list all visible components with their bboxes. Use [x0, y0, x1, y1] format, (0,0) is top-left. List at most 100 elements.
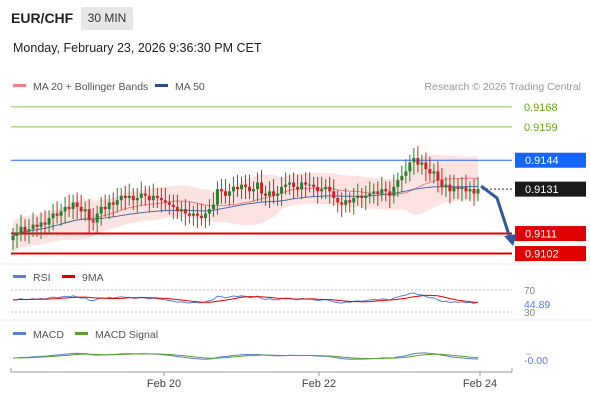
- rsi-value-label: 44.89: [524, 299, 550, 311]
- candle-body: [143, 193, 147, 196]
- candle-body: [288, 182, 292, 185]
- macd-signal-legend-swatch: [75, 332, 88, 335]
- candle-body: [452, 186, 456, 192]
- candle-body: [211, 204, 215, 210]
- candle-body: [296, 186, 300, 190]
- candle-body: [444, 184, 448, 187]
- candle-body: [356, 195, 360, 198]
- candle-body: [292, 182, 296, 187]
- candle-body: [83, 209, 87, 212]
- candle-body: [328, 186, 332, 192]
- candle-body: [59, 211, 63, 216]
- candle-body: [456, 186, 460, 190]
- candle-body: [244, 184, 247, 187]
- candle-body: [175, 206, 179, 212]
- candle-body: [476, 189, 480, 194]
- candle-body: [300, 182, 304, 190]
- candle-body: [416, 158, 420, 165]
- candle-body: [87, 209, 91, 221]
- candle-body: [308, 184, 312, 186]
- candle-body: [268, 191, 272, 196]
- candle-body: [352, 198, 356, 203]
- macd-legend-label: MACD: [33, 329, 64, 341]
- candle-body: [103, 206, 107, 210]
- candle-body: [219, 189, 223, 192]
- candle-body: [372, 191, 376, 194]
- candle-body: [460, 186, 464, 190]
- candle-body: [428, 169, 432, 174]
- candle-body: [336, 198, 340, 203]
- candles: [11, 145, 480, 251]
- candle-body: [215, 189, 219, 205]
- candle-body: [284, 184, 288, 187]
- candle-body: [207, 209, 211, 214]
- candle-body: [436, 171, 440, 181]
- candle-body: [464, 186, 468, 192]
- candle-body: [147, 195, 151, 201]
- candle-body: [79, 206, 83, 212]
- candle-body: [432, 171, 436, 174]
- candle-body: [39, 222, 43, 227]
- candle-body: [203, 213, 207, 218]
- support-label-bg-5: [515, 246, 586, 262]
- candle-body: [187, 213, 191, 216]
- candle-body: [191, 213, 195, 216]
- candle-body: [448, 184, 452, 192]
- candle-body: [47, 218, 51, 225]
- candle-body: [227, 191, 231, 196]
- x-tick-label: Feb 22: [302, 378, 336, 390]
- rsi-ma-legend-swatch: [62, 275, 75, 278]
- candle-body: [27, 229, 31, 232]
- candle-body: [19, 226, 23, 234]
- candle-body: [348, 200, 352, 203]
- candle-body: [231, 186, 235, 192]
- candle-body: [155, 195, 159, 198]
- macd-signal-legend-label: MACD Signal: [95, 329, 158, 341]
- candle-body: [11, 235, 15, 241]
- candle-body: [55, 213, 59, 216]
- research-credit: Research © 2026 Trading Central: [424, 81, 581, 93]
- support-label-4: 0.9111: [525, 229, 557, 241]
- candle-body: [135, 198, 139, 201]
- symbol-title: EUR/CHF: [11, 10, 74, 26]
- candle-body: [127, 195, 131, 198]
- candle-body: [31, 224, 35, 230]
- macd-signal-line: [13, 353, 479, 360]
- candle-body: [412, 158, 416, 163]
- forecast-arrow: [480, 184, 512, 239]
- candle-body: [107, 202, 111, 210]
- candle-body: [23, 226, 27, 232]
- candle-body: [304, 182, 308, 185]
- candle-body: [420, 162, 424, 165]
- candle-body: [388, 191, 392, 196]
- candle-body: [115, 200, 119, 205]
- candle-body: [368, 193, 372, 196]
- candle-body: [256, 182, 260, 190]
- resistance-label-bg-2: [515, 152, 586, 168]
- timestamp: Monday, February 23, 2026 9:36:30 PM CET: [13, 41, 262, 55]
- timeframe-button[interactable]: 30 MIN: [81, 7, 133, 30]
- candle-body: [252, 189, 256, 192]
- candle-body: [404, 171, 408, 176]
- candle-body: [163, 200, 167, 203]
- rsi-ma-legend-label: 9MA: [82, 272, 104, 284]
- candle-body: [43, 222, 47, 225]
- target-label-0: 0.9168: [524, 102, 558, 114]
- candle-body: [195, 213, 199, 216]
- candle-body: [171, 204, 175, 207]
- candle-body: [380, 189, 384, 194]
- candle-body: [376, 191, 380, 194]
- candle-body: [63, 206, 67, 212]
- candle-body: [111, 202, 115, 205]
- candle-body: [396, 180, 400, 187]
- target-label-1: 0.9159: [524, 122, 558, 134]
- legend-swatch-ma50: [155, 84, 168, 87]
- candle-body: [131, 195, 135, 201]
- candle-body: [360, 195, 364, 198]
- rsi-legend-label: RSI: [33, 272, 51, 284]
- candle-body: [260, 182, 264, 194]
- candle-body: [280, 186, 284, 194]
- candle-body: [276, 193, 280, 196]
